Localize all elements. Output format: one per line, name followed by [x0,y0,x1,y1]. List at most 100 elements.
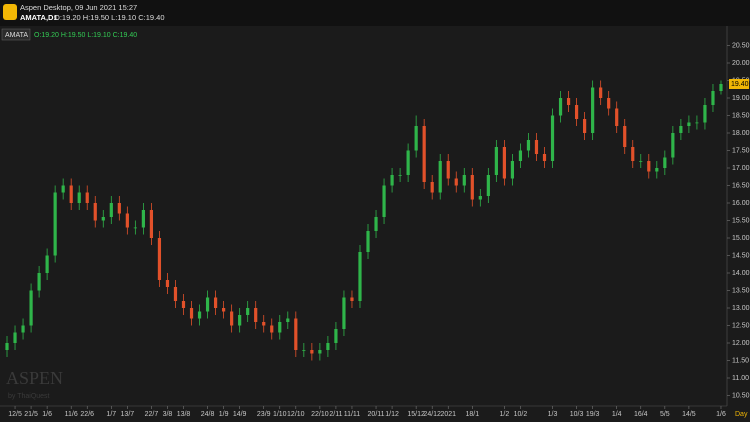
candle-body [534,140,539,154]
ohlc-label: O:19.20 H:19.50 L:19.10 C:19.40 [34,32,137,39]
candle-body [358,252,362,301]
x-tick-label: 1/12 [385,411,399,418]
watermark-sub: by ThaiQuest [8,393,50,400]
candle-body [61,185,65,193]
x-tick-label: 13/8 [177,411,191,418]
candle-body [679,126,683,133]
candle-body [574,105,579,119]
x-tick-label: 20/11 [368,411,385,418]
y-tick-label: 15.00 [732,235,750,242]
candle-body [470,175,474,200]
x-unit: Day [735,411,748,418]
candle-body [510,161,515,179]
symbol-label: AMATA [5,32,28,39]
candle-body [583,119,587,133]
x-tick-label: 24/8 [201,411,215,418]
x-tick-label: 14/5 [682,411,696,418]
watermark: ASPEN [6,368,63,388]
candle-body [663,157,667,168]
candle-body [310,350,314,354]
x-tick-label: 1/6 [716,411,726,418]
x-tick-label: 16/4 [634,411,648,418]
y-tick-label: 14.50 [732,252,750,259]
candle-body [542,154,547,161]
candle-body [197,311,202,319]
candle-body [21,325,25,333]
x-tick-label: 12/5 [8,411,22,418]
symbol: AMATA,D1 [20,13,58,22]
candle-body [494,147,498,175]
candle-body [631,147,635,161]
candle-body [398,175,402,176]
candle-body [29,290,33,326]
x-tick-label: 14/9 [233,411,247,418]
candle-body [438,161,442,193]
candle-body [687,122,691,126]
candle-body [430,182,434,193]
candle-body [655,168,659,172]
candle-body [109,203,113,217]
x-tick-label: 11/11 [344,411,361,418]
candle-body [711,91,715,105]
x-tick-label: 2/11 [329,411,342,418]
candle-body [230,311,234,326]
candle-body [302,350,306,351]
candle-body [334,329,338,343]
y-tick-label: 14.00 [732,270,750,277]
x-tick-label: 23/9 [257,411,271,418]
candle-body [77,192,81,203]
x-tick-label: 22/10 [311,411,329,418]
candle-body [639,161,643,162]
candle-body [125,213,129,228]
last-price-box [729,79,749,89]
candle-body [93,203,97,221]
candle-body [294,318,298,350]
candle-body [550,115,555,161]
candle-body [213,297,218,308]
candle-body [390,175,394,186]
candle-body [502,147,506,179]
y-tick-label: 18.50 [732,112,750,119]
candle-body [101,217,105,221]
y-tick-label: 11.50 [732,357,749,364]
y-tick-label: 16.50 [732,182,750,189]
candle-body [591,87,595,133]
x-tick-label: 1/2 [500,411,510,418]
x-tick-label: 3/8 [163,411,173,418]
x-tick-label: 5/5 [660,411,670,418]
candle-body [623,126,627,147]
y-tick-label: 20.00 [732,60,750,67]
y-tick-label: 13.00 [732,305,750,312]
candle-body [270,325,274,333]
y-tick-label: 17.00 [732,165,750,172]
y-tick-label: 16.00 [732,200,750,207]
y-tick-label: 13.50 [732,287,750,294]
y-tick-label: 17.50 [732,147,750,154]
x-tick-label: 1/6 [42,411,52,418]
candle-body [318,350,322,354]
candle-body [374,217,378,231]
candle-body [37,273,41,291]
candle-body [671,133,675,158]
header-bar [0,0,750,26]
candle-body [478,196,482,200]
candle-body [326,343,330,350]
candle-body [157,238,162,280]
candle-body [85,192,89,203]
header-ohlc: O:19.20 H:19.50 L:19.10 C:19.40 [54,13,165,22]
candle-body [446,161,450,179]
y-tick-label: 20.50 [732,42,750,49]
x-tick-label: 24/12 [423,411,441,418]
candle-body [350,297,354,301]
x-tick-label: 22/7 [145,411,159,418]
candle-body [133,227,137,229]
candle-body [69,185,73,203]
candle-body [53,192,57,256]
candle-body [414,126,418,151]
x-tick-label: 19/3 [586,411,600,418]
candle-body [222,308,226,312]
candle-body [45,255,49,273]
